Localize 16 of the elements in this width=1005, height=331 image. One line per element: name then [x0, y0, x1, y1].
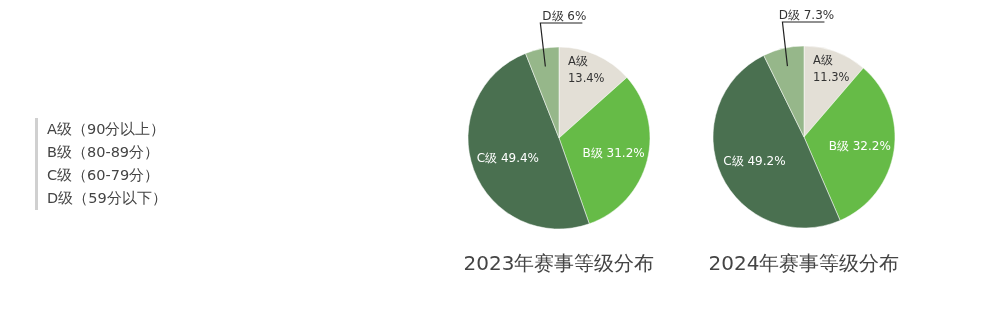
text: B级（80-89分） [47, 144, 160, 160]
slice-label: A级 [813, 53, 833, 68]
slice-label: C级 49.4% [476, 151, 540, 166]
data-label: 13.4% [568, 70, 605, 85]
text: 2023年赛事等级分布 [463, 251, 655, 275]
data-label: 11.3% [813, 69, 850, 84]
slice-label: B级 31.2% [582, 146, 645, 161]
slice-label: C级 49.2% [723, 153, 786, 168]
slice-label: D级 7.3% [778, 8, 835, 22]
text: A级（90分以上） [47, 121, 166, 137]
slice-label: B级 32.2% [828, 139, 891, 154]
slice-label: D级 6% [542, 9, 587, 23]
slice-label: A级 [568, 54, 588, 69]
text: D级（59分以下） [47, 190, 167, 206]
text: 2024年赛事等级分布 [708, 251, 900, 275]
text: C级（60-79分） [47, 167, 160, 183]
